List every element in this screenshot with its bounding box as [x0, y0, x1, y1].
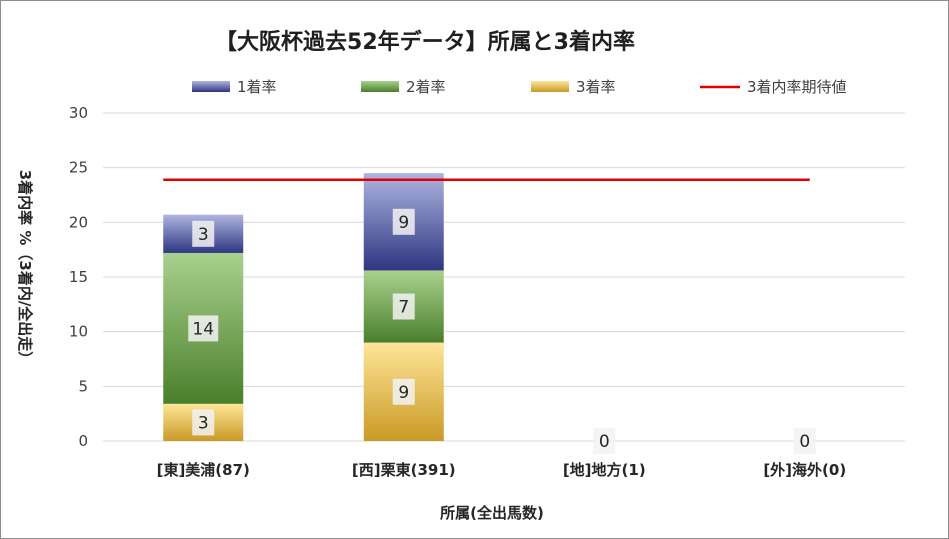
- y-tick-label: 30: [69, 104, 88, 122]
- data-label: 0: [599, 432, 610, 452]
- data-label: 3: [198, 225, 209, 245]
- x-axis-categories: [東]美浦(87) [西]栗東(391) [地]地方(1) [外]海外(0): [157, 461, 847, 479]
- data-label: 14: [192, 319, 214, 339]
- y-tick-label: 10: [69, 323, 88, 341]
- legend-swatch: [531, 81, 569, 92]
- data-label-bg: [392, 378, 415, 405]
- data-label-bg: [593, 428, 616, 454]
- data-label-bg: [188, 315, 219, 342]
- x-category-label: [西]栗東(391): [352, 461, 456, 479]
- data-labels: 3 14 3 9 7 9 0 0: [188, 208, 816, 454]
- data-label: 3: [198, 413, 209, 433]
- x-category-label: [外]海外(0): [763, 461, 846, 479]
- data-label-bg: [392, 208, 415, 235]
- y-tick-label: 5: [78, 377, 88, 395]
- chart-title: 【大阪杯過去52年データ】所属と3着内率: [215, 29, 635, 55]
- legend-swatch: [192, 81, 230, 92]
- x-category-label: [東]美浦(87): [157, 461, 250, 479]
- legend-label: 1着率: [237, 78, 277, 96]
- y-tick-label: 15: [69, 268, 88, 286]
- data-label: 9: [398, 383, 409, 403]
- legend-label: 2着率: [406, 78, 446, 96]
- legend-swatch: [361, 81, 399, 92]
- data-label-bg: [392, 293, 415, 320]
- data-label: 7: [398, 298, 409, 318]
- y-tick-label: 20: [69, 213, 88, 231]
- data-label-bg: [793, 428, 816, 454]
- data-label-bg: [192, 220, 215, 247]
- data-label-bg: [192, 409, 215, 436]
- y-tick-label: 0: [78, 432, 88, 450]
- x-category-label: [地]地方(1): [563, 461, 646, 479]
- y-tick-label: 25: [69, 159, 88, 177]
- legend-label: 3着内率期待値: [747, 78, 847, 96]
- legend: 1着率 2着率 3着率 3着内率期待値: [192, 78, 847, 96]
- y-axis-title: 3着内率 %（3着内/全出走）: [16, 170, 34, 367]
- x-axis-title: 所属(全出馬数): [440, 504, 544, 522]
- y-axis-ticks: 0 5 10 15 20 25 30: [69, 104, 88, 450]
- data-label: 0: [799, 432, 810, 452]
- legend-label: 3着率: [576, 78, 616, 96]
- data-label: 9: [398, 213, 409, 233]
